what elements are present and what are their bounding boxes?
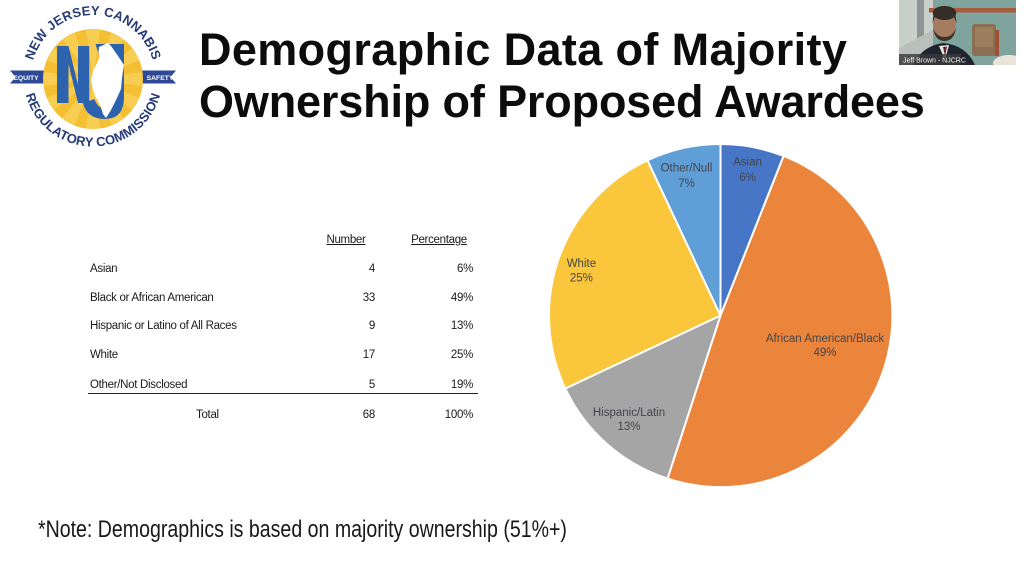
svg-text:Asian: Asian	[733, 157, 762, 169]
svg-text:13%: 13%	[617, 421, 640, 433]
svg-text:Other/Null: Other/Null	[661, 163, 713, 175]
svg-text:Jeff Brown - NJCRC: Jeff Brown - NJCRC	[903, 58, 966, 65]
svg-text:SAFETY: SAFETY	[147, 75, 174, 82]
svg-text:49%: 49%	[813, 347, 836, 359]
svg-text:White: White	[567, 258, 596, 270]
svg-text:7%: 7%	[678, 178, 695, 190]
svg-text:EQUITY: EQUITY	[13, 75, 39, 82]
svg-text:Hispanic/Latin: Hispanic/Latin	[593, 407, 665, 419]
svg-text:6%: 6%	[739, 172, 756, 184]
svg-text:African American/Black: African American/Black	[766, 333, 884, 345]
svg-text:25%: 25%	[570, 273, 593, 285]
